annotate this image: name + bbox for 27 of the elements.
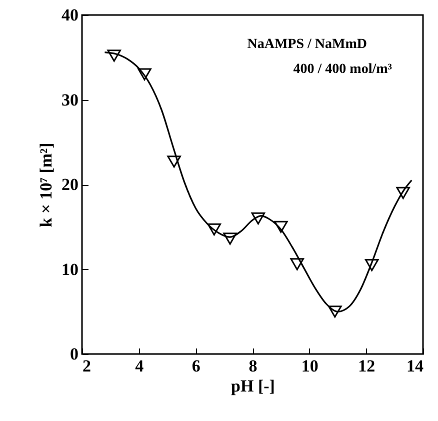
x-tick-label: 6 (192, 356, 200, 376)
x-axis-title: pH [-] (231, 376, 275, 396)
point (107, 50, 121, 62)
x-tick-label: 4 (135, 356, 144, 376)
point (138, 68, 152, 80)
point (167, 156, 181, 168)
point (396, 186, 410, 200)
y-tick-label: 30 (62, 90, 78, 110)
x-tick-label: 10 (301, 356, 318, 376)
x-tick-label: 8 (248, 356, 258, 376)
point (328, 306, 342, 318)
point (207, 223, 222, 236)
y-tick-label: 40 (62, 6, 78, 24)
annotation: NaAMPS / NaMmD (247, 37, 367, 52)
point (274, 220, 288, 233)
point (364, 258, 379, 272)
x-tick-label: 12 (358, 356, 376, 376)
y-tick-label: 10 (62, 260, 78, 279)
point (251, 212, 266, 224)
x-tick-label: 2 (82, 356, 91, 376)
x-tick-label: 14 (406, 356, 424, 376)
point (223, 232, 237, 245)
annotation: 400 / 400 mol/m³ (293, 62, 392, 77)
point (290, 258, 304, 270)
y-axis-title: k × 10⁷ [m²] (36, 142, 56, 228)
y-tick-label: 20 (62, 175, 78, 194)
y-tick-label: 0 (70, 344, 78, 364)
